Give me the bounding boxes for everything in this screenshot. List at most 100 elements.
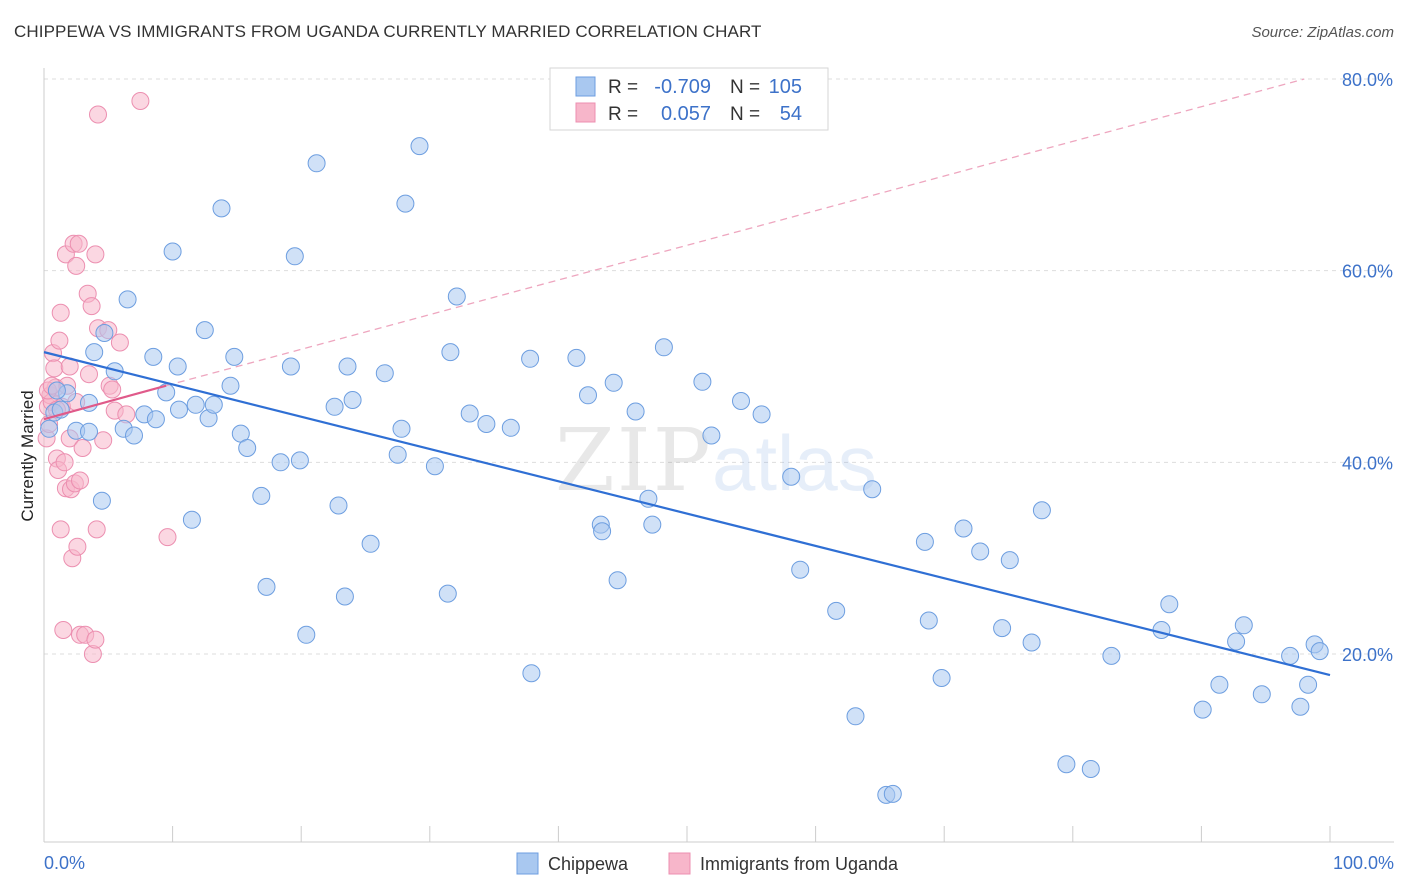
chippewa-point	[125, 426, 143, 445]
chippewa-point	[791, 560, 810, 579]
chippewa-point	[932, 669, 951, 687]
watermark: ZIP atlas	[555, 411, 877, 511]
chippewa-point	[593, 522, 612, 541]
grid-lines	[44, 78, 1394, 655]
chippewa-point	[425, 457, 444, 476]
chippewa-point	[338, 357, 357, 376]
uganda-point	[45, 359, 64, 378]
chippewa-point	[521, 349, 540, 368]
uganda-point	[131, 92, 150, 110]
chippewa-point	[238, 439, 257, 457]
chippewa-point	[396, 194, 415, 213]
chippewa-point	[80, 422, 98, 441]
chippewa-point	[626, 402, 645, 421]
chippewa-point	[604, 373, 623, 392]
x-tick-label-max: 100.0%	[1333, 853, 1394, 873]
chippewa-point	[863, 480, 882, 499]
chippewa-point	[971, 542, 990, 561]
chippewa-point	[827, 601, 846, 620]
y-tick-label: 60.0%	[1342, 262, 1393, 282]
chippewa-point	[186, 395, 205, 414]
uganda-trend-extension	[166, 78, 1305, 387]
chippewa-point	[954, 519, 973, 538]
chippewa-point	[118, 290, 137, 309]
uganda-point	[89, 105, 107, 124]
legend-r-value-1: -0.709	[654, 76, 711, 98]
chippewa-point	[307, 154, 326, 173]
chippewa-point	[1281, 646, 1300, 665]
legend-r-value-2: 0.057	[661, 103, 711, 125]
chippewa-point	[257, 577, 276, 596]
legend-r-label-2: R =	[608, 104, 638, 125]
uganda-point	[158, 528, 177, 547]
source-label: Source: ZipAtlas.com	[1251, 24, 1394, 41]
chippewa-point	[221, 376, 240, 395]
stats-legend-box	[549, 67, 829, 131]
chippewa-point	[388, 445, 407, 464]
uganda-point	[51, 520, 70, 539]
chippewa-point	[225, 347, 244, 366]
uganda-point	[87, 520, 106, 539]
y-tick-label: 80.0%	[1342, 70, 1393, 90]
chippewa-point	[1022, 633, 1041, 652]
chippewa-point	[1227, 632, 1246, 651]
chippewa-point	[212, 199, 231, 218]
uganda-point	[80, 365, 98, 384]
chippewa-point	[1291, 697, 1310, 716]
chippewa-trend-line	[43, 351, 1331, 677]
chippewa-point	[182, 510, 201, 529]
chippewa-point	[1234, 616, 1253, 635]
chippewa-point	[447, 287, 466, 306]
chippewa-point	[1081, 760, 1100, 778]
chippewa-point	[693, 372, 712, 391]
legend-n-value-1: 105	[769, 76, 802, 98]
uganda-point	[86, 245, 105, 264]
uganda-point	[68, 537, 87, 556]
axes	[43, 68, 1394, 843]
chippewa-point	[1102, 646, 1121, 665]
chippewa-point	[501, 418, 520, 437]
chippewa-point	[40, 419, 59, 438]
chippewa-point	[252, 486, 271, 505]
uganda-point	[51, 303, 70, 322]
chippewa-point	[1152, 621, 1171, 639]
y-tick-label: 40.0%	[1342, 453, 1393, 473]
chippewa-point	[290, 451, 309, 470]
chippewa-point	[281, 357, 300, 376]
chippewa-point	[460, 404, 479, 423]
chippewa-point	[375, 364, 394, 383]
watermark-atlas: atlas	[712, 419, 877, 507]
chippewa-point	[579, 386, 597, 405]
chippewa-point	[271, 453, 290, 472]
chippewa-point	[410, 137, 429, 156]
chippewa-point	[204, 395, 223, 414]
chippewa-point	[361, 534, 380, 553]
chippewa-point	[85, 343, 104, 362]
uganda-point	[69, 234, 88, 253]
uganda-trend-line	[43, 384, 167, 421]
chippewa-point	[92, 491, 111, 510]
trend-lines	[43, 78, 1331, 677]
series-legend: Chippewa Immigrants from Uganda	[516, 852, 899, 875]
chippewa-point	[297, 625, 316, 644]
chippewa-point	[47, 381, 66, 400]
uganda-point	[86, 630, 105, 649]
chippewa-point	[993, 619, 1012, 638]
chippewa-point	[752, 405, 771, 424]
chippewa-point	[168, 357, 187, 376]
series-swatch-chippewa	[516, 852, 539, 875]
chippewa-point	[343, 391, 362, 409]
uganda-point	[67, 256, 86, 275]
chippewa-point	[702, 426, 721, 445]
chippewa-point	[915, 532, 934, 551]
uganda-point	[54, 621, 73, 639]
uganda-point	[103, 380, 122, 399]
legend-n-label-1: N =	[730, 77, 760, 98]
uganda-point	[94, 431, 113, 450]
chippewa-point	[1000, 551, 1019, 570]
y-axis-title: Currently Married	[18, 390, 37, 521]
x-ticks	[172, 826, 1331, 842]
chippewa-point	[438, 584, 457, 603]
legend-swatch-pink	[575, 102, 596, 123]
